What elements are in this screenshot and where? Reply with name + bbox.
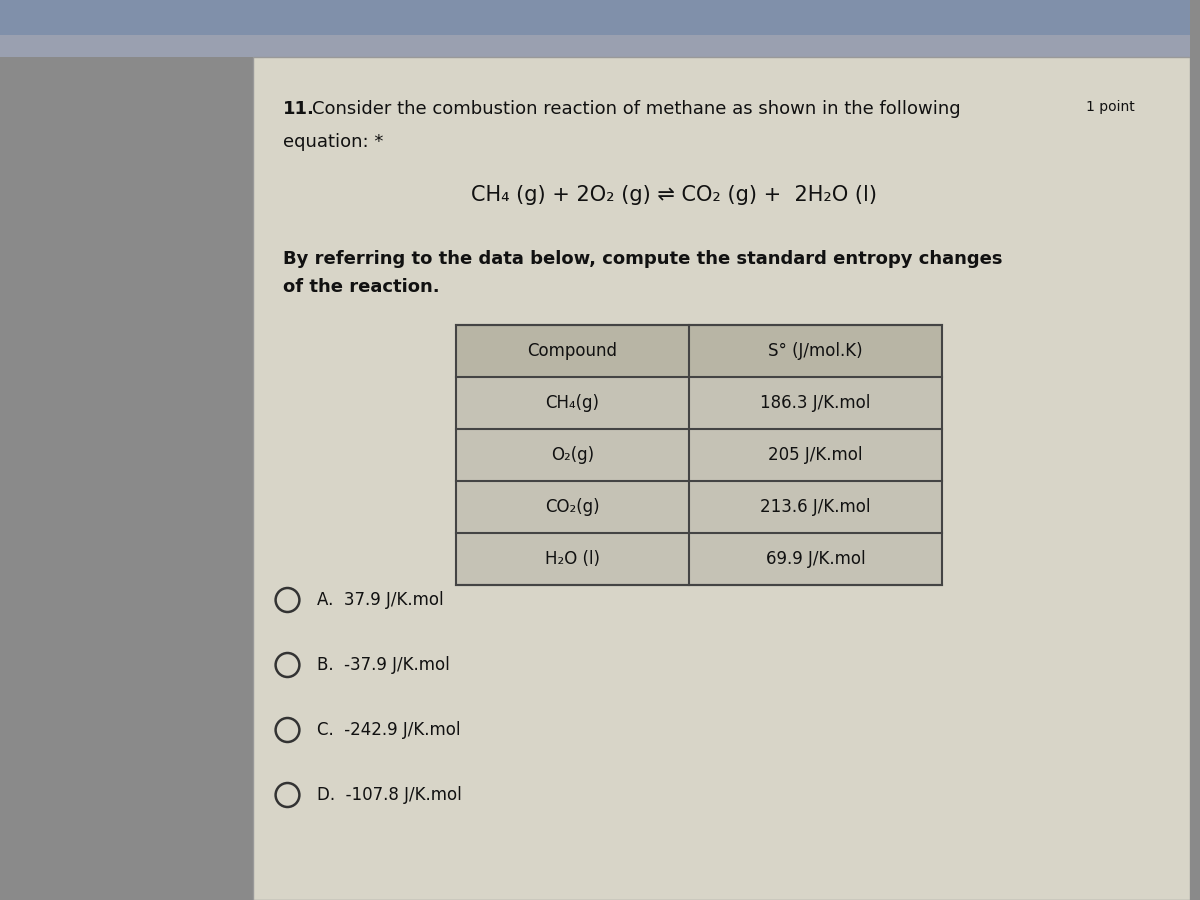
Text: Compound: Compound [528,342,618,360]
Text: O₂(g): O₂(g) [551,446,594,464]
Text: 1 point: 1 point [1086,100,1135,114]
Bar [456,481,942,533]
FancyBboxPatch shape [253,57,1189,900]
Text: C.  -242.9 J/K.mol: C. -242.9 J/K.mol [317,721,461,739]
Text: By referring to the data below, compute the standard entropy changes: By referring to the data below, compute … [282,250,1002,268]
Text: A.  37.9 J/K.mol: A. 37.9 J/K.mol [317,591,444,609]
Text: of the reaction.: of the reaction. [282,278,439,296]
Bar [456,429,942,481]
Text: CH₄(g): CH₄(g) [546,394,600,412]
Bar [456,377,942,429]
Bar [456,325,942,585]
Text: Consider the combustion reaction of methane as shown in the following: Consider the combustion reaction of meth… [312,100,961,118]
Text: 186.3 J/K.mol: 186.3 J/K.mol [761,394,870,412]
Text: 11.: 11. [282,100,314,118]
Text: D.  -107.8 J/K.mol: D. -107.8 J/K.mol [317,786,462,804]
Text: B.  -37.9 J/K.mol: B. -37.9 J/K.mol [317,656,450,674]
Text: equation: *: equation: * [282,133,383,151]
Text: S° (J/mol.K): S° (J/mol.K) [768,342,863,360]
Bar [456,533,942,585]
Text: CH₄ (g) + 2O₂ (g) ⇌ CO₂ (g) +  2H₂O (l): CH₄ (g) + 2O₂ (g) ⇌ CO₂ (g) + 2H₂O (l) [472,185,877,205]
Text: 213.6 J/K.mol: 213.6 J/K.mol [760,498,871,516]
Bar [0,35,1189,57]
Text: CO₂(g): CO₂(g) [545,498,600,516]
Text: 69.9 J/K.mol: 69.9 J/K.mol [766,550,865,568]
Text: H₂O (l): H₂O (l) [545,550,600,568]
Bar [0,0,1189,35]
Bar [456,325,942,377]
Bar [0,57,253,900]
Text: 205 J/K.mol: 205 J/K.mol [768,446,863,464]
